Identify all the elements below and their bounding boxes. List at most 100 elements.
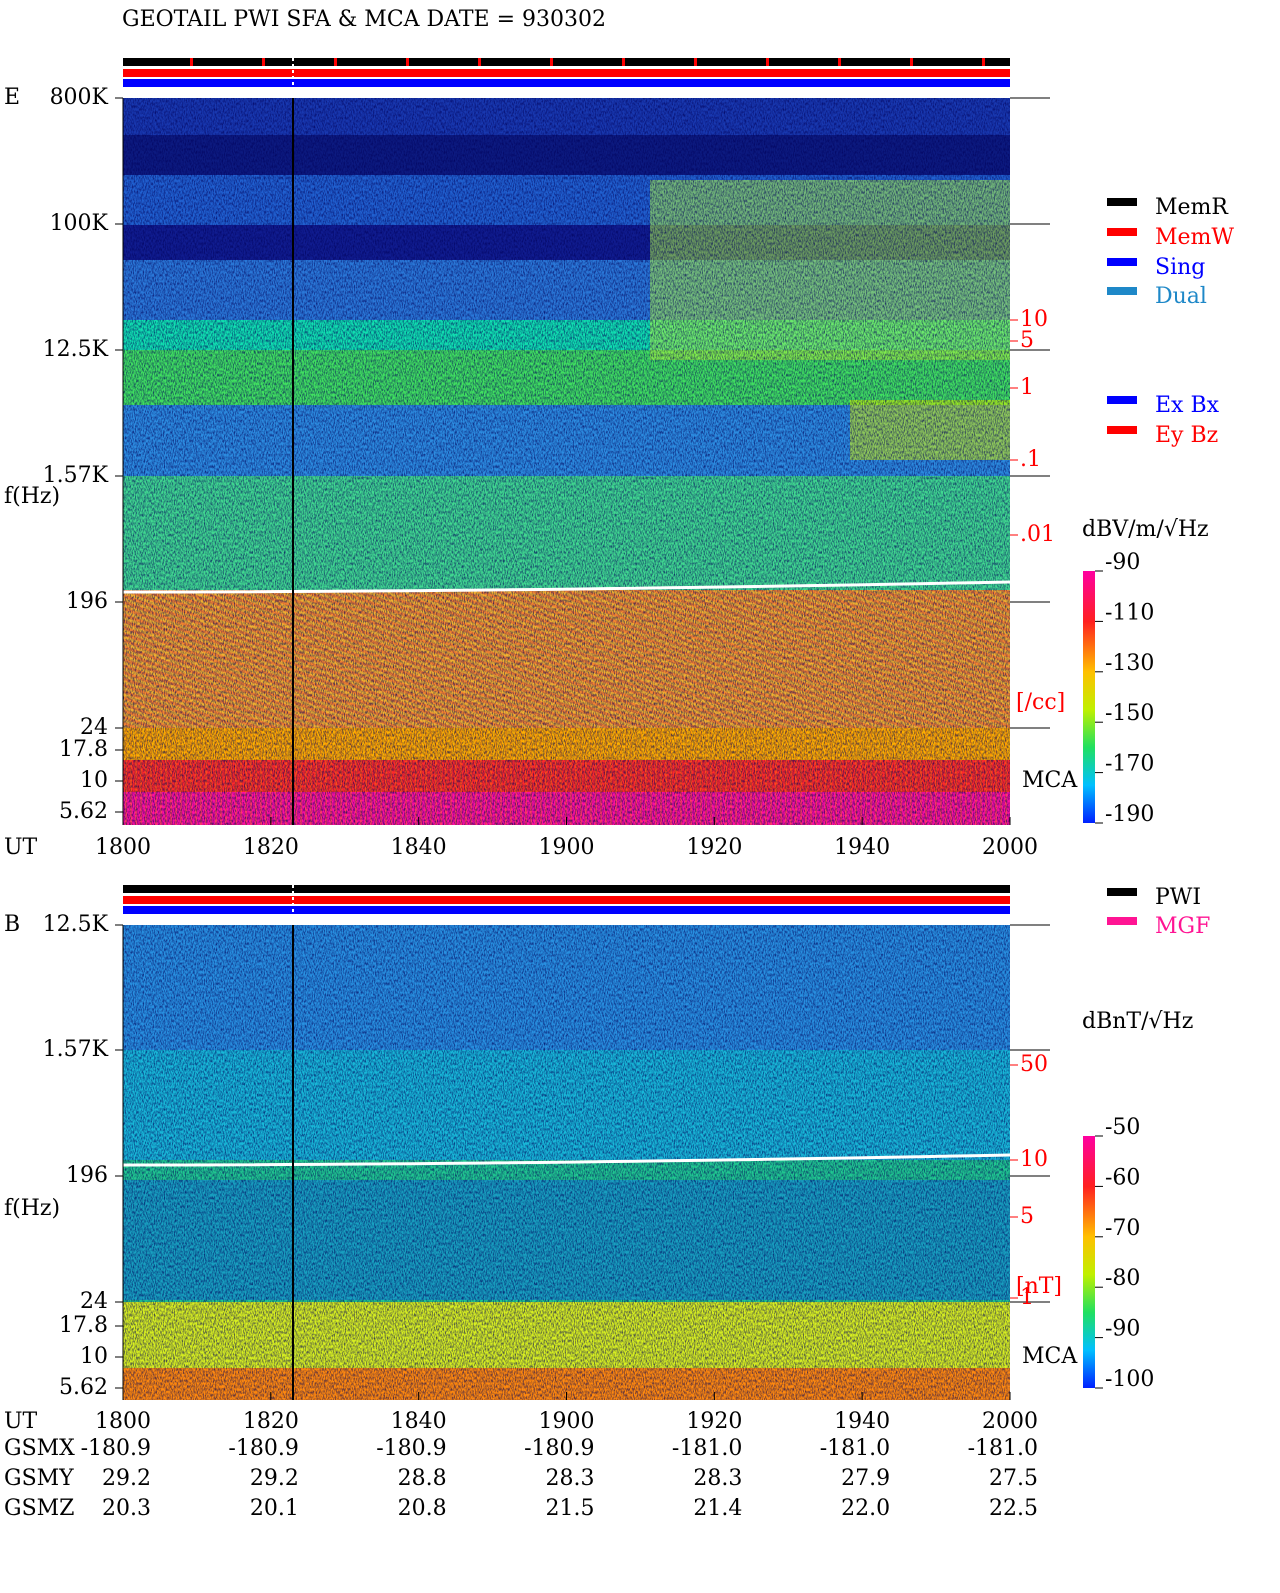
- status-tick: [910, 58, 913, 66]
- density-tick-label: .1: [1020, 447, 1041, 472]
- status-tick: [550, 58, 553, 66]
- freq-tick-label: 10: [80, 1344, 108, 1369]
- status-bar: [123, 885, 1010, 893]
- legend-label: Dual: [1155, 284, 1207, 309]
- status-tick: [262, 58, 265, 66]
- x-tick-label: 1820: [243, 835, 299, 860]
- legend-label: Ey Bz: [1155, 423, 1218, 448]
- legend-label: Ex Bx: [1155, 393, 1220, 418]
- orbit-value: 28.3: [693, 1466, 742, 1491]
- colorbar-tick-label: -130: [1105, 651, 1154, 676]
- panel-label: B: [4, 912, 20, 937]
- orbit-value: -181.0: [672, 1436, 742, 1461]
- status-bar: [123, 896, 1010, 904]
- density-unit: [/cc]: [1016, 690, 1065, 715]
- orbit-name: GSMY: [4, 1466, 74, 1491]
- legend-swatch: [1107, 888, 1137, 896]
- legend-swatch: [1107, 917, 1137, 925]
- density-tick-label: 5: [1020, 1204, 1034, 1229]
- orbit-value: 29.2: [250, 1466, 299, 1491]
- x-tick-label: 1840: [391, 1409, 447, 1434]
- x-tick-label: 1820: [243, 1409, 299, 1434]
- freq-tick-label: 12.5K: [43, 912, 109, 937]
- freq-tick-label: 17.8: [59, 737, 108, 762]
- freq-tick-label: 12.5K: [43, 337, 109, 362]
- mca-label: MCA: [1022, 1344, 1078, 1369]
- legend-swatch: [1107, 228, 1137, 236]
- legend-swatch: [1107, 396, 1137, 404]
- freq-tick-label: 100K: [50, 211, 109, 236]
- orbit-value: -180.9: [228, 1436, 298, 1461]
- freq-tick-label: 17.8: [59, 1313, 108, 1338]
- x-tick-label: 1900: [539, 1409, 595, 1434]
- colorbar-tick-label: -50: [1105, 1115, 1140, 1140]
- mca-label: MCA: [1022, 768, 1078, 793]
- density-tick-label: 1: [1020, 1285, 1034, 1310]
- orbit-value: -180.9: [81, 1436, 151, 1461]
- orbit-value: 22.5: [989, 1496, 1038, 1521]
- plasma-line: [122, 1153, 1011, 1167]
- density-tick-label: 5: [1020, 328, 1034, 353]
- legend-label: PWI: [1155, 885, 1201, 910]
- colorbar-unit: dBV/m/√Hz: [1082, 517, 1209, 542]
- status-bar: [123, 79, 1010, 87]
- status-bar: [123, 58, 1010, 66]
- legend-swatch: [1107, 258, 1137, 266]
- legend-swatch: [1107, 198, 1137, 206]
- x-tick-label: 1920: [686, 835, 742, 860]
- x-label: UT: [4, 835, 38, 860]
- status-tick: [406, 58, 409, 66]
- x-tick-label: 1940: [834, 1409, 890, 1434]
- x-tick-label: 1800: [95, 835, 151, 860]
- colorbar-tick-label: -190: [1105, 802, 1154, 827]
- density-tick-label: 10: [1020, 1147, 1048, 1172]
- orbit-value: 21.5: [546, 1496, 595, 1521]
- freq-tick-label: 5.62: [59, 799, 108, 824]
- orbit-value: -181.0: [968, 1436, 1038, 1461]
- orbit-value: -180.9: [376, 1436, 446, 1461]
- orbit-value: 28.8: [398, 1466, 447, 1491]
- freq-tick-label: 24: [80, 1289, 108, 1314]
- status-tick: [190, 58, 193, 66]
- x-label: UT: [4, 1409, 38, 1434]
- status-bar: [123, 906, 1010, 914]
- orbit-value: 27.9: [841, 1466, 890, 1491]
- y-label: f(Hz): [4, 484, 60, 509]
- orbit-value: 20.1: [250, 1496, 299, 1521]
- freq-tick-label: 196: [66, 589, 108, 614]
- status-tick: [622, 58, 625, 66]
- x-tick-label: 1920: [686, 1409, 742, 1434]
- orbit-value: 21.4: [693, 1496, 742, 1521]
- density-tick-label: 1: [1020, 375, 1034, 400]
- status-tick: [838, 58, 841, 66]
- title: GEOTAIL PWI SFA & MCA DATE = 930302: [122, 7, 606, 32]
- status-tick: [478, 58, 481, 66]
- legend-swatch: [1107, 287, 1137, 295]
- density-tick-label: .01: [1020, 522, 1055, 547]
- status-bar: [123, 69, 1010, 77]
- density-unit: [nT]: [1016, 1274, 1062, 1299]
- orbit-name: GSMZ: [4, 1496, 74, 1521]
- colorbar: [1083, 571, 1095, 823]
- status-tick: [766, 58, 769, 66]
- orbit-name: GSMX: [4, 1436, 75, 1461]
- colorbar-unit: dBnT/√Hz: [1082, 1009, 1193, 1034]
- orbit-value: 20.3: [102, 1496, 151, 1521]
- panel-label: E: [4, 85, 20, 110]
- x-tick-label: 1840: [391, 835, 447, 860]
- orbit-value: 20.8: [398, 1496, 447, 1521]
- colorbar-tick-label: -80: [1105, 1266, 1140, 1291]
- freq-tick-label: 1.57K: [43, 1037, 109, 1062]
- colorbar-tick-label: -60: [1105, 1165, 1140, 1190]
- freq-tick-label: 10: [80, 768, 108, 793]
- orbit-value: 29.2: [102, 1466, 151, 1491]
- orbit-value: -180.9: [524, 1436, 594, 1461]
- colorbar-tick-label: -90: [1105, 1317, 1140, 1342]
- status-tick: [694, 58, 697, 66]
- colorbar-tick-label: -110: [1105, 600, 1154, 625]
- legend-label: MemR: [1155, 195, 1229, 220]
- y-label: f(Hz): [4, 1196, 60, 1221]
- freq-tick-label: 5.62: [59, 1375, 108, 1400]
- freq-tick-label: 800K: [50, 85, 109, 110]
